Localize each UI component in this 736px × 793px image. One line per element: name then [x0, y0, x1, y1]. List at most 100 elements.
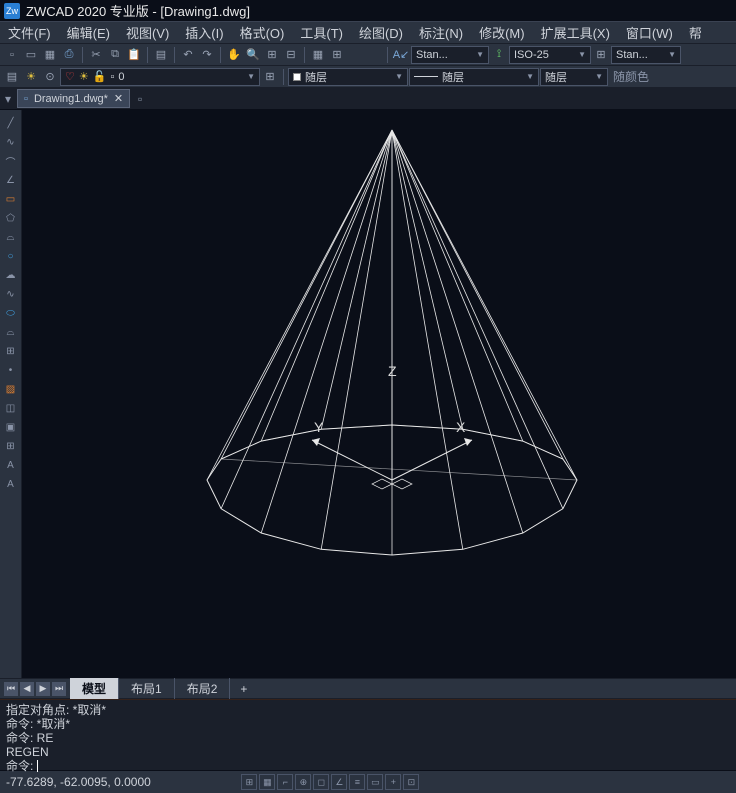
status-bar: -77.6289, -62.0095, 0.0000 ⊞ ▦ ⌐ ⊕ ◻ ∠ ≡…: [0, 771, 736, 793]
menu-format[interactable]: 格式(O): [232, 23, 293, 42]
dyn-icon[interactable]: +: [385, 774, 401, 790]
command-input[interactable]: [37, 760, 730, 772]
file-tab-drawing1[interactable]: ▫ Drawing1.dwg* ✕: [17, 89, 130, 108]
arc-icon[interactable]: ⌒: [3, 153, 19, 169]
calc-icon[interactable]: ⊞: [328, 46, 346, 64]
layout-add-button[interactable]: +: [230, 680, 257, 698]
color-label: 随颜色: [613, 68, 649, 85]
menu-modify[interactable]: 修改(M): [471, 23, 533, 42]
print-icon[interactable]: ⎙: [60, 46, 78, 64]
draw-toolbar: ╱ ∿ ⌒ ∠ ▭ ⬠ ⌓ ○ ☁ ∿ ⬭ ⌓ ⊞ • ▨ ◫ ▣ ⊞ A A: [0, 110, 22, 678]
zoom-icon[interactable]: 🔍: [244, 46, 262, 64]
file-tab-bar: ▾ ▫ Drawing1.dwg* ✕ ▫: [0, 88, 736, 110]
redo-icon[interactable]: ↷: [198, 46, 216, 64]
new-icon[interactable]: ▫: [3, 46, 21, 64]
menu-tools[interactable]: 工具(T): [292, 23, 351, 42]
polygon-icon[interactable]: ⬠: [3, 210, 19, 226]
rect-icon[interactable]: ▭: [3, 191, 19, 207]
coordinates: -77.6289, -62.0095, 0.0000: [6, 775, 151, 789]
save-icon[interactable]: ▦: [41, 46, 59, 64]
cmd-line: 命令: *取消*: [6, 717, 730, 731]
block-icon[interactable]: ⊞: [3, 343, 19, 359]
lwt-icon[interactable]: ≡: [349, 774, 365, 790]
polyline-icon[interactable]: ∿: [3, 134, 19, 150]
layer-match-icon[interactable]: ⊞: [261, 68, 279, 86]
text-icon[interactable]: A: [3, 457, 19, 473]
line-icon[interactable]: ╱: [3, 115, 19, 131]
file-tab-label: Drawing1.dwg*: [34, 93, 108, 105]
zoom-window-icon[interactable]: ⊞: [263, 46, 281, 64]
command-panel: 指定对角点: *取消* 命令: *取消* 命令: RE REGEN 命令:: [0, 699, 736, 771]
menu-extend[interactable]: 扩展工具(X): [533, 23, 618, 42]
layer-props-icon[interactable]: ▤: [3, 68, 21, 86]
polar-icon[interactable]: ⊕: [295, 774, 311, 790]
layout-tab-bar: ⏮ ◀ ▶ ⏭ 模型 布局1 布局2 +: [0, 678, 736, 699]
menu-view[interactable]: 视图(V): [118, 23, 177, 42]
snap-icon[interactable]: ⊞: [241, 774, 257, 790]
layer-states-icon[interactable]: ☀: [22, 68, 40, 86]
menu-insert[interactable]: 插入(I): [177, 23, 231, 42]
open-icon[interactable]: ▭: [22, 46, 40, 64]
paste-icon[interactable]: 📋: [125, 46, 143, 64]
lineweight-dropdown[interactable]: 随层▼: [540, 68, 608, 86]
otrack-icon[interactable]: ∠: [331, 774, 347, 790]
match-icon[interactable]: ▤: [152, 46, 170, 64]
qp-icon[interactable]: ⊡: [403, 774, 419, 790]
copy-icon[interactable]: ⧉: [106, 46, 124, 64]
pan-icon[interactable]: ✋: [225, 46, 243, 64]
dim-style-dropdown[interactable]: ISO-25▼: [509, 46, 591, 64]
new-tab-icon[interactable]: ▫: [130, 92, 150, 106]
text-style-icon[interactable]: A↙: [392, 46, 410, 64]
dim-style-icon[interactable]: ⟟: [490, 46, 508, 64]
menu-dimension[interactable]: 标注(N): [411, 23, 471, 42]
ellipse-icon[interactable]: ⬭: [3, 305, 19, 321]
close-icon[interactable]: ✕: [114, 92, 123, 105]
menu-help[interactable]: 帮: [681, 23, 710, 42]
layout-next-icon[interactable]: ▶: [36, 682, 50, 696]
ortho-icon[interactable]: ⌐: [277, 774, 293, 790]
hatch-icon[interactable]: ▨: [3, 381, 19, 397]
undo-icon[interactable]: ↶: [179, 46, 197, 64]
cmd-line: 命令: RE: [6, 731, 730, 745]
mtext-icon[interactable]: A: [3, 476, 19, 492]
drawing-canvas[interactable]: ZXY: [22, 110, 736, 678]
table-icon[interactable]: ⊞: [3, 438, 19, 454]
curve-icon[interactable]: ⌓: [3, 229, 19, 245]
file-icon: ▫: [24, 93, 28, 105]
text-style-dropdown[interactable]: Stan...▼: [411, 46, 489, 64]
table-style-icon[interactable]: ⊞: [592, 46, 610, 64]
layout-first-icon[interactable]: ⏮: [4, 682, 18, 696]
model-icon[interactable]: ▭: [367, 774, 383, 790]
spline-icon[interactable]: ∿: [3, 286, 19, 302]
gradient-icon[interactable]: ◫: [3, 400, 19, 416]
layer-dropdown[interactable]: ♡☀🔓▫ 0▼: [60, 68, 260, 86]
layout-last-icon[interactable]: ⏭: [52, 682, 66, 696]
cmd-prompt: 命令:: [6, 759, 33, 773]
menu-draw[interactable]: 绘图(D): [351, 23, 411, 42]
angle-icon[interactable]: ∠: [3, 172, 19, 188]
osnap-icon[interactable]: ◻: [313, 774, 329, 790]
region-icon[interactable]: ▣: [3, 419, 19, 435]
menu-window[interactable]: 窗口(W): [618, 23, 681, 42]
circle-icon[interactable]: ○: [3, 248, 19, 264]
menu-edit[interactable]: 编辑(E): [59, 23, 118, 42]
layer-freeze-icon[interactable]: ⊙: [41, 68, 59, 86]
zoom-prev-icon[interactable]: ⊟: [282, 46, 300, 64]
layout-prev-icon[interactable]: ◀: [20, 682, 34, 696]
cut-icon[interactable]: ✂: [87, 46, 105, 64]
table-style-dropdown[interactable]: Stan...▼: [611, 46, 681, 64]
ellipse-arc-icon[interactable]: ⌓: [3, 324, 19, 340]
layout-tab-2[interactable]: 布局2: [175, 678, 231, 699]
point-icon[interactable]: •: [3, 362, 19, 378]
cmd-line: REGEN: [6, 745, 730, 759]
layout-tab-model[interactable]: 模型: [70, 678, 119, 699]
linetype-dropdown[interactable]: 随层▼: [409, 68, 539, 86]
color-dropdown[interactable]: 随层▼: [288, 68, 408, 86]
layout-tab-1[interactable]: 布局1: [119, 678, 175, 699]
title-bar: Zw ZWCAD 2020 专业版 - [Drawing1.dwg]: [0, 0, 736, 22]
cloud-icon[interactable]: ☁: [3, 267, 19, 283]
grid-icon[interactable]: ▦: [259, 774, 275, 790]
file-tab-chevron-icon[interactable]: ▾: [5, 92, 11, 106]
menu-file[interactable]: 文件(F): [0, 23, 59, 42]
props-icon[interactable]: ▦: [309, 46, 327, 64]
